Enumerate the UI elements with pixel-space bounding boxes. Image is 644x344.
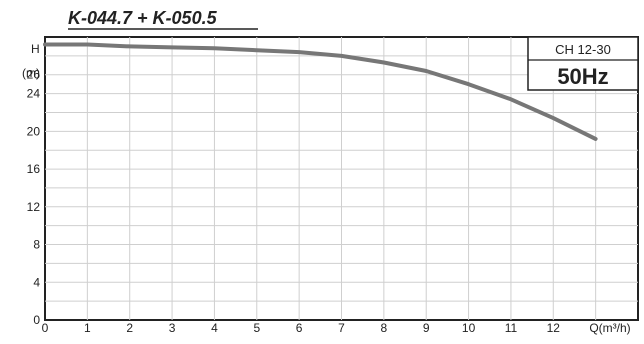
x-tick-label: 5 (253, 321, 260, 335)
x-tick-label: 8 (381, 321, 388, 335)
x-tick-label: 1 (84, 321, 91, 335)
model-info-box (527, 36, 639, 91)
y-tick-label: 26 (27, 68, 41, 82)
x-tick-label: 2 (126, 321, 133, 335)
y-tick-label: 12 (27, 200, 41, 214)
series-line (43, 42, 598, 141)
x-axis-label: Q(m³/h) (589, 321, 630, 335)
y-tick-label: 0 (33, 313, 40, 327)
x-axis-ticks: 0 1 2 3 4 5 6 7 8 9 10 11 12 (42, 321, 561, 335)
x-tick-label: 0 (42, 321, 49, 335)
frequency-label: 50Hz (557, 64, 608, 89)
y-tick-label: 24 (27, 87, 41, 101)
y-tick-label: 16 (27, 162, 41, 176)
x-tick-label: 12 (547, 321, 561, 335)
x-tick-label: 9 (423, 321, 430, 335)
y-axis-label-h: H (31, 42, 40, 56)
y-tick-label: 20 (27, 124, 41, 138)
x-tick-label: 6 (296, 321, 303, 335)
y-tick-label: 4 (33, 275, 40, 289)
x-tick-label: 11 (505, 321, 518, 335)
x-tick-label: 4 (211, 321, 218, 335)
x-tick-label: 7 (338, 321, 345, 335)
grid (45, 37, 638, 320)
x-tick-label: 10 (462, 321, 476, 335)
x-tick-label: 3 (169, 321, 176, 335)
model-label: CH 12-30 (555, 42, 611, 57)
y-tick-label: 8 (33, 238, 40, 252)
chart-title: K-044.7 + K-050.5 (68, 8, 218, 28)
y-axis-label-unit: (m) (22, 66, 40, 80)
y-axis-ticks: 0 4 8 12 16 20 24 26 (27, 68, 41, 327)
